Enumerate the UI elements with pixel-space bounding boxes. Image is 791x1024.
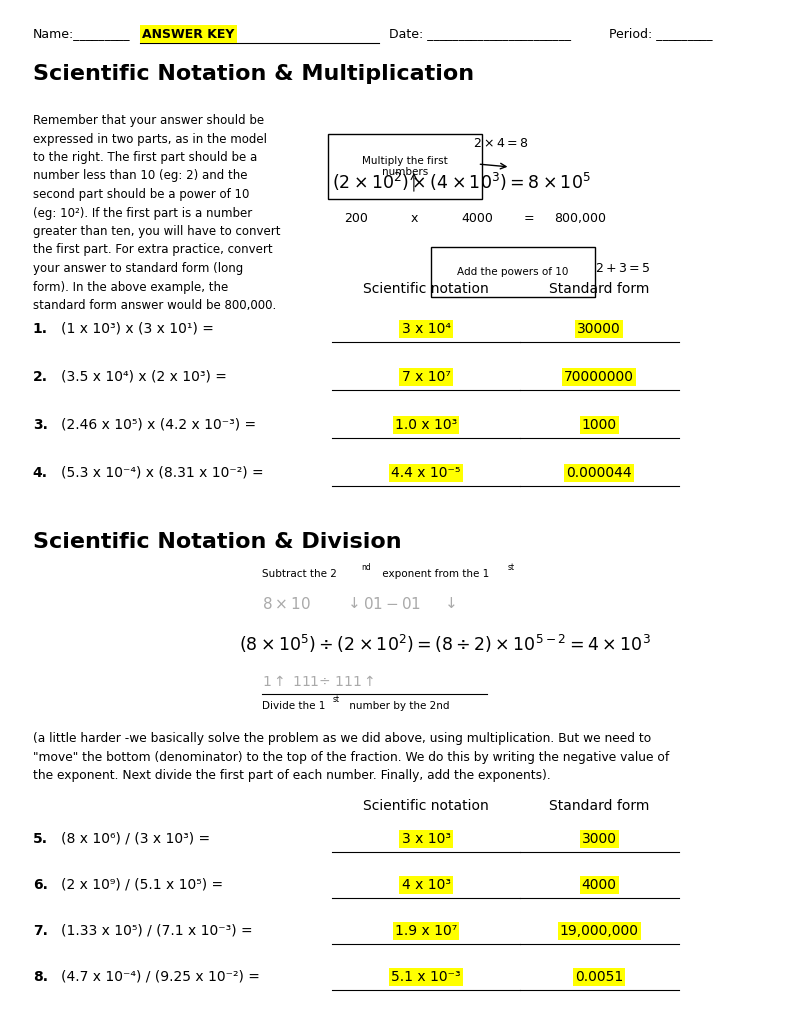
Text: 70000000: 70000000 [564, 370, 634, 384]
Text: 8.: 8. [32, 970, 47, 984]
Text: 200: 200 [344, 213, 368, 225]
Text: 3 x 10³: 3 x 10³ [402, 831, 451, 846]
Text: (5.3 x 10⁻⁴) x (8.31 x 10⁻²) =: (5.3 x 10⁻⁴) x (8.31 x 10⁻²) = [61, 466, 263, 480]
Text: st: st [508, 562, 515, 571]
Text: (1 x 10³) x (3 x 10¹) =: (1 x 10³) x (3 x 10¹) = [61, 322, 214, 336]
Text: $2+3=5$: $2+3=5$ [595, 262, 650, 275]
Text: 1$\uparrow$ 111$\div$ 111$\uparrow$: 1$\uparrow$ 111$\div$ 111$\uparrow$ [262, 674, 375, 688]
Text: $2\times4=8$: $2\times4=8$ [473, 137, 529, 151]
Text: Add the powers of 10: Add the powers of 10 [457, 267, 569, 278]
Text: (3.5 x 10⁴) x (2 x 10³) =: (3.5 x 10⁴) x (2 x 10³) = [61, 370, 227, 384]
Text: Date: _______________________: Date: _______________________ [388, 28, 570, 41]
Text: (8 x 10⁶) / (3 x 10³) =: (8 x 10⁶) / (3 x 10³) = [61, 831, 210, 846]
Text: 19,000,000: 19,000,000 [560, 924, 639, 938]
Text: 7 x 10⁷: 7 x 10⁷ [402, 370, 451, 384]
Text: 3.: 3. [32, 418, 47, 432]
Text: exponent from the 1: exponent from the 1 [379, 569, 490, 579]
Text: 800,000: 800,000 [554, 213, 607, 225]
Text: =: = [524, 213, 535, 225]
Text: 4 x 10³: 4 x 10³ [402, 878, 451, 892]
Text: 0.000044: 0.000044 [566, 466, 632, 480]
Text: Name:_________: Name:_________ [32, 28, 131, 41]
Text: Divide the 1: Divide the 1 [262, 701, 326, 711]
Text: (2 x 10⁹) / (5.1 x 10⁵) =: (2 x 10⁹) / (5.1 x 10⁵) = [61, 878, 223, 892]
Text: 3000: 3000 [581, 831, 617, 846]
Text: Subtract the 2: Subtract the 2 [262, 569, 337, 579]
Text: 0.0051: 0.0051 [575, 970, 623, 984]
Text: 30000: 30000 [577, 322, 621, 336]
Text: $\left(8\times10^5\right)\div\left(2\times10^2\right)=\left(8\div2\right)\times1: $\left(8\times10^5\right)\div\left(2\tim… [239, 633, 651, 655]
Text: Scientific notation: Scientific notation [363, 799, 489, 813]
Text: Scientific Notation & Division: Scientific Notation & Division [32, 532, 401, 552]
Text: 2.: 2. [32, 370, 47, 384]
Text: $8\times10$: $8\times10$ [262, 596, 311, 612]
Text: 1.9 x 10⁷: 1.9 x 10⁷ [395, 924, 457, 938]
Text: $(2\times10^2)\times(4\times10^3)=8\times10^5$: $(2\times10^2)\times(4\times10^3)=8\time… [332, 171, 591, 194]
Text: 7.: 7. [32, 924, 47, 938]
Text: (2.46 x 10⁵) x (4.2 x 10⁻³) =: (2.46 x 10⁵) x (4.2 x 10⁻³) = [61, 418, 256, 432]
FancyBboxPatch shape [431, 247, 595, 297]
Text: st: st [332, 694, 339, 703]
Text: 5.: 5. [32, 831, 47, 846]
Text: $01-01$: $01-01$ [363, 596, 422, 612]
Text: 6.: 6. [32, 878, 47, 892]
Text: 4000: 4000 [581, 878, 617, 892]
FancyBboxPatch shape [327, 134, 483, 199]
Text: 4.: 4. [32, 466, 47, 480]
Text: $\downarrow$: $\downarrow$ [345, 597, 359, 611]
Text: Period: _________: Period: _________ [608, 28, 712, 41]
Text: nd: nd [361, 562, 371, 571]
Text: 5.1 x 10⁻³: 5.1 x 10⁻³ [392, 970, 461, 984]
Text: 1.: 1. [32, 322, 47, 336]
Text: (4.7 x 10⁻⁴) / (9.25 x 10⁻²) =: (4.7 x 10⁻⁴) / (9.25 x 10⁻²) = [61, 970, 259, 984]
Text: Remember that your answer should be
expressed in two parts, as in the model
to t: Remember that your answer should be expr… [32, 114, 280, 312]
Text: number by the 2nd: number by the 2nd [346, 701, 450, 711]
Text: 1000: 1000 [581, 418, 617, 432]
Text: Standard form: Standard form [549, 282, 649, 296]
Text: Scientific notation: Scientific notation [363, 282, 489, 296]
Text: 1.0 x 10³: 1.0 x 10³ [395, 418, 457, 432]
Text: Scientific Notation & Multiplication: Scientific Notation & Multiplication [32, 63, 474, 84]
Text: 3 x 10⁴: 3 x 10⁴ [402, 322, 451, 336]
Text: 4.4 x 10⁻⁵: 4.4 x 10⁻⁵ [392, 466, 460, 480]
Text: Standard form: Standard form [549, 799, 649, 813]
Text: x: x [411, 213, 418, 225]
Text: Multiply the first
numbers: Multiply the first numbers [362, 156, 448, 177]
Text: (1.33 x 10⁵) / (7.1 x 10⁻³) =: (1.33 x 10⁵) / (7.1 x 10⁻³) = [61, 924, 252, 938]
Text: (a little harder -we basically solve the problem as we did above, using multipli: (a little harder -we basically solve the… [32, 732, 669, 782]
Text: 4000: 4000 [462, 213, 494, 225]
Text: $\downarrow$: $\downarrow$ [442, 597, 456, 611]
Text: ANSWER KEY: ANSWER KEY [142, 28, 235, 41]
